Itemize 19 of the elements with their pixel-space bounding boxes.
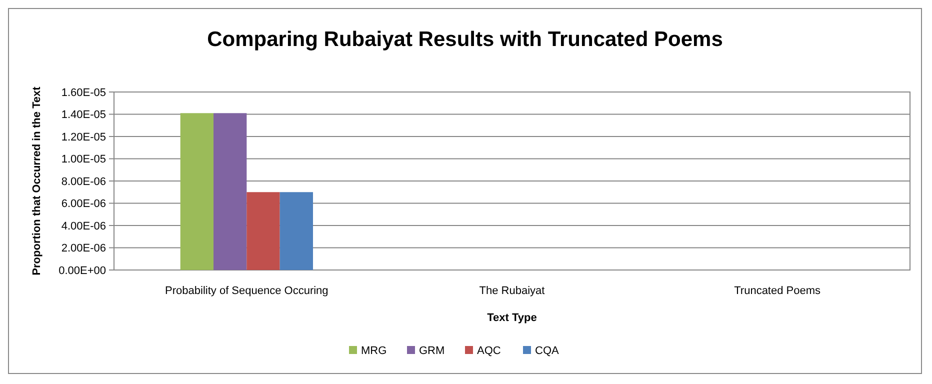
legend-label: GRM [419,345,445,357]
chart-title: Comparing Rubaiyat Results with Truncated Poems [207,28,723,51]
x-tick-label: The Rubaiyat [479,285,545,297]
x-axis-title: Text Type [487,312,537,324]
y-tick-label: 1.20E-05 [61,131,106,144]
legend-label: MRG [361,345,387,357]
y-tick-label: 1.00E-05 [61,154,106,166]
y-tick-label: 1.40E-05 [61,109,106,122]
x-tick-label: Truncated Poems [734,285,822,297]
y-tick-label: 2.00E-06 [61,242,106,255]
legend-label: CQA [535,345,560,357]
legend-label: AQC [477,345,501,357]
y-tick-label: 1.60E-05 [61,86,106,99]
y-tick-label: 4.00E-06 [61,220,106,232]
y-tick-label: 8.00E-06 [61,176,106,188]
y-tick-label: 0.00E+00 [58,264,106,277]
x-tick-label: Probability of Sequence Occuring [165,285,328,297]
y-tick-label: 6.00E-06 [61,198,106,210]
y-axis-title: Proportion that Occurred in the Text [31,86,43,276]
